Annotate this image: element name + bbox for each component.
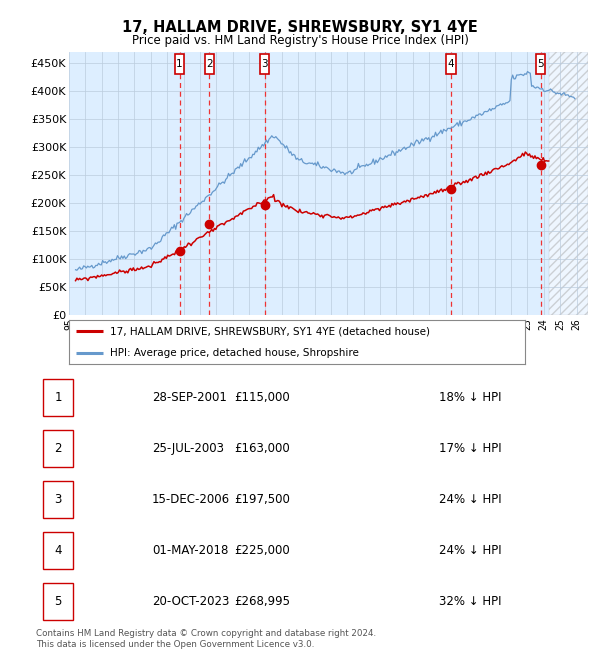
Text: 20-OCT-2023: 20-OCT-2023	[152, 595, 229, 608]
Text: 1: 1	[176, 59, 183, 69]
Text: Price paid vs. HM Land Registry's House Price Index (HPI): Price paid vs. HM Land Registry's House …	[131, 34, 469, 47]
FancyBboxPatch shape	[43, 430, 73, 467]
Text: 32% ↓ HPI: 32% ↓ HPI	[439, 595, 502, 608]
Text: 2: 2	[206, 59, 212, 69]
Text: £225,000: £225,000	[234, 544, 290, 557]
Text: £115,000: £115,000	[234, 391, 290, 404]
Text: 5: 5	[55, 595, 62, 608]
Text: £197,500: £197,500	[234, 493, 290, 506]
Text: 17, HALLAM DRIVE, SHREWSBURY, SY1 4YE (detached house): 17, HALLAM DRIVE, SHREWSBURY, SY1 4YE (d…	[110, 326, 430, 336]
Text: HPI: Average price, detached house, Shropshire: HPI: Average price, detached house, Shro…	[110, 348, 359, 358]
Text: 4: 4	[448, 59, 454, 69]
FancyBboxPatch shape	[175, 54, 184, 74]
Text: 01-MAY-2018: 01-MAY-2018	[152, 544, 228, 557]
Text: 4: 4	[55, 544, 62, 557]
Text: 17, HALLAM DRIVE, SHREWSBURY, SY1 4YE: 17, HALLAM DRIVE, SHREWSBURY, SY1 4YE	[122, 20, 478, 34]
Bar	[549, 52, 588, 315]
FancyBboxPatch shape	[43, 379, 73, 416]
Text: 2: 2	[55, 442, 62, 455]
Text: £163,000: £163,000	[234, 442, 290, 455]
FancyBboxPatch shape	[43, 532, 73, 569]
FancyBboxPatch shape	[205, 54, 214, 74]
Text: 17% ↓ HPI: 17% ↓ HPI	[439, 442, 502, 455]
FancyBboxPatch shape	[260, 54, 269, 74]
Text: £268,995: £268,995	[234, 595, 290, 608]
FancyBboxPatch shape	[43, 481, 73, 518]
Text: 18% ↓ HPI: 18% ↓ HPI	[439, 391, 502, 404]
Text: 28-SEP-2001: 28-SEP-2001	[152, 391, 227, 404]
Text: 25-JUL-2003: 25-JUL-2003	[152, 442, 224, 455]
FancyBboxPatch shape	[446, 54, 455, 74]
Text: 3: 3	[262, 59, 268, 69]
Text: Contains HM Land Registry data © Crown copyright and database right 2024.
This d: Contains HM Land Registry data © Crown c…	[36, 629, 376, 649]
Text: 1: 1	[55, 391, 62, 404]
FancyBboxPatch shape	[536, 54, 545, 74]
Text: 5: 5	[537, 59, 544, 69]
Text: 3: 3	[55, 493, 62, 506]
FancyBboxPatch shape	[43, 583, 73, 620]
Text: 24% ↓ HPI: 24% ↓ HPI	[439, 493, 502, 506]
Text: 15-DEC-2006: 15-DEC-2006	[152, 493, 230, 506]
Text: 24% ↓ HPI: 24% ↓ HPI	[439, 544, 502, 557]
